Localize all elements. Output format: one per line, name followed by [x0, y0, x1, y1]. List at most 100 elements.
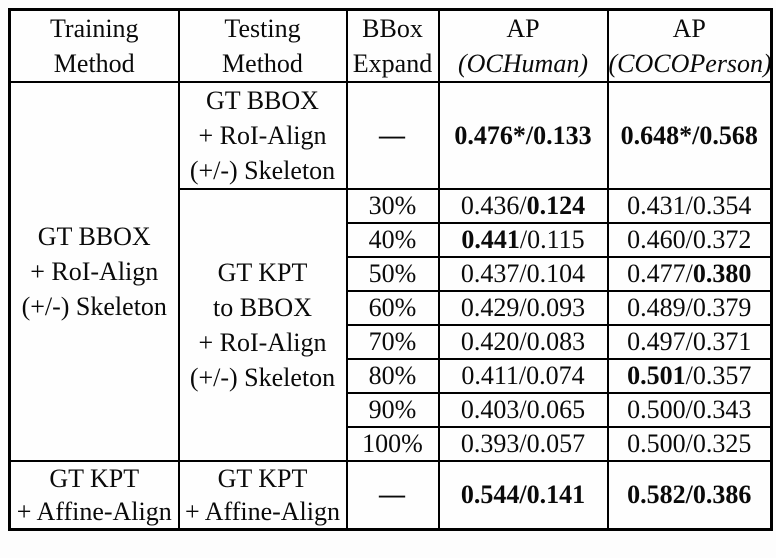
ap-left-value: 0.431: [627, 191, 686, 220]
ap-cocoperson-cell: 0.500/0.343: [606, 392, 773, 428]
ap-cocoperson-cell: 0.582/0.386: [606, 460, 773, 531]
cell-line: Training: [49, 14, 139, 43]
training-method-cell: GT KPT + Affine-Align: [8, 460, 180, 531]
ap-left-value: 0.476*: [454, 120, 526, 150]
cell-line: (COCOPerson): [608, 49, 772, 78]
ap-slash: /: [685, 225, 693, 254]
ap-left-value: 0.477: [627, 259, 686, 288]
cell-line: to BBOX: [213, 293, 312, 322]
bbox-expand-cell: —: [345, 81, 440, 190]
no-expand-dash: —: [379, 480, 406, 509]
ap-left-value: 0.497: [627, 327, 686, 356]
cell-line: + Affine-Align: [185, 497, 340, 526]
ap-slash: /: [519, 293, 527, 322]
table-row: 40% 0.441/0.115 0.460/0.372: [10, 222, 773, 258]
ap-right-value: 0.133: [533, 120, 592, 150]
ap-ochuman-cell: 0.436/0.124: [437, 188, 609, 224]
cell-line: GT BBOX: [206, 86, 319, 115]
col-header-training-method: Training Method: [8, 8, 180, 83]
bbox-expand-cell: 30%: [345, 188, 440, 224]
ap-cocoperson-cell: 0.501/0.357: [606, 358, 773, 394]
ap-ochuman-cell: 0.429/0.093: [437, 290, 609, 326]
ap-ochuman-cell: 0.544/0.141: [437, 460, 609, 531]
table-row: GT BBOX + RoI-Align (+/-) Skeleton GT BB…: [8, 81, 773, 462]
table-row: 70% 0.420/0.083 0.497/0.371: [10, 324, 773, 360]
ap-right-value: 0.115: [527, 225, 585, 254]
ap-right-value: 0.357: [692, 361, 752, 390]
cell-line: Expand: [352, 49, 433, 78]
ap-cocoperson-cell: 0.431/0.354: [606, 188, 773, 224]
ap-left-value: 0.403: [460, 395, 520, 424]
ap-right-value: 0.141: [526, 480, 586, 509]
ap-left-value: 0.582: [627, 480, 686, 509]
cell-line: (OCHuman): [458, 49, 588, 78]
bbox-expand-cell: 80%: [345, 358, 440, 394]
ap-right-value: 0.354: [692, 191, 752, 220]
ap-right-value: 0.065: [526, 395, 586, 424]
ap-cocoperson-cell: 0.500/0.325: [606, 426, 773, 462]
table-row: 100% 0.393/0.057 0.500/0.325: [10, 426, 773, 462]
cell-line: GT BBOX: [37, 222, 151, 251]
cell-line: AP: [672, 14, 706, 43]
ap-slash: /: [519, 327, 527, 356]
cell-line: Method: [53, 49, 135, 78]
cell-line: (+/-) Skeleton: [189, 156, 336, 185]
ap-left-value: 0.500: [627, 429, 686, 458]
ap-left-value: 0.489: [627, 293, 686, 322]
cell-line: GT KPT: [217, 258, 308, 287]
ap-ochuman-cell: 0.476*/0.133: [437, 81, 609, 190]
bbox-expand-cell: 40%: [345, 222, 440, 258]
ap-right-value: 0.380: [692, 259, 752, 288]
testing-method-cell: GT KPT to BBOX + RoI-Align (+/-) Skeleto…: [177, 188, 348, 462]
col-header-testing-method: Testing Method: [177, 8, 348, 83]
bbox-expand-cell: 90%: [345, 392, 440, 428]
ap-left-value: 0.648*: [620, 120, 693, 150]
table-row: 50% 0.437/0.104 0.477/0.380: [10, 256, 773, 292]
col-header-bbox-expand: BBox Expand: [345, 8, 440, 83]
cell-line: + RoI-Align: [198, 121, 327, 150]
ap-left-value: 0.544: [460, 480, 520, 509]
ap-slash: /: [692, 120, 700, 150]
ap-left-value: 0.420: [460, 327, 520, 356]
table-row: 90% 0.403/0.065 0.500/0.343: [10, 392, 773, 428]
ap-ochuman-cell: 0.441/0.115: [437, 222, 609, 258]
bbox-expand-cell: 100%: [345, 426, 440, 462]
ap-slash: /: [685, 259, 693, 288]
ap-right-value: 0.372: [692, 225, 752, 254]
results-table: Training Method Testing Method BBox Expa…: [8, 8, 773, 531]
ap-slash: /: [685, 327, 693, 356]
table-row: 80% 0.411/0.074 0.501/0.357: [10, 358, 773, 394]
table-row: GT KPT to BBOX + RoI-Align (+/-) Skeleto…: [10, 188, 773, 462]
cell-line: GT KPT: [217, 464, 308, 493]
cell-line: BBox: [362, 14, 423, 43]
ap-slash: /: [518, 361, 527, 390]
training-method-cell: GT BBOX + RoI-Align (+/-) Skeleton: [8, 81, 180, 462]
ap-cocoperson-cell: 0.477/0.380: [606, 256, 773, 292]
cell-line: Method: [222, 49, 303, 78]
ap-right-value: 0.325: [692, 429, 752, 458]
ap-cocoperson-cell: 0.497/0.371: [606, 324, 773, 360]
bbox-expand-cell: —: [345, 460, 440, 531]
cell-line: + RoI-Align: [198, 328, 327, 357]
ap-left-value: 0.429: [460, 293, 520, 322]
table-row: 60% 0.429/0.093 0.489/0.379: [10, 290, 773, 326]
ap-slash: /: [519, 429, 527, 458]
cell-line: + RoI-Align: [30, 257, 159, 286]
cell-line: (+/-) Skeleton: [189, 363, 336, 392]
ap-slash: /: [519, 395, 527, 424]
ap-left-value: 0.460: [627, 225, 686, 254]
cell-line: Testing: [224, 14, 301, 43]
ap-right-value: 0.568: [699, 120, 758, 150]
cell-line: + Affine-Align: [16, 497, 172, 526]
ap-right-value: 0.371: [692, 327, 752, 356]
ap-cocoperson-cell: 0.460/0.372: [606, 222, 773, 258]
ap-slash: /: [685, 361, 693, 390]
ap-ochuman-cell: 0.403/0.065: [437, 392, 609, 428]
ap-cocoperson-cell: 0.489/0.379: [606, 290, 773, 326]
ap-right-value: 0.386: [692, 480, 752, 509]
ap-cocoperson-cell: 0.648*/0.568: [606, 81, 773, 190]
ap-right-value: 0.343: [692, 395, 752, 424]
ap-left-value: 0.500: [627, 395, 686, 424]
ap-right-value: 0.379: [692, 293, 752, 322]
ap-ochuman-cell: 0.393/0.057: [437, 426, 609, 462]
